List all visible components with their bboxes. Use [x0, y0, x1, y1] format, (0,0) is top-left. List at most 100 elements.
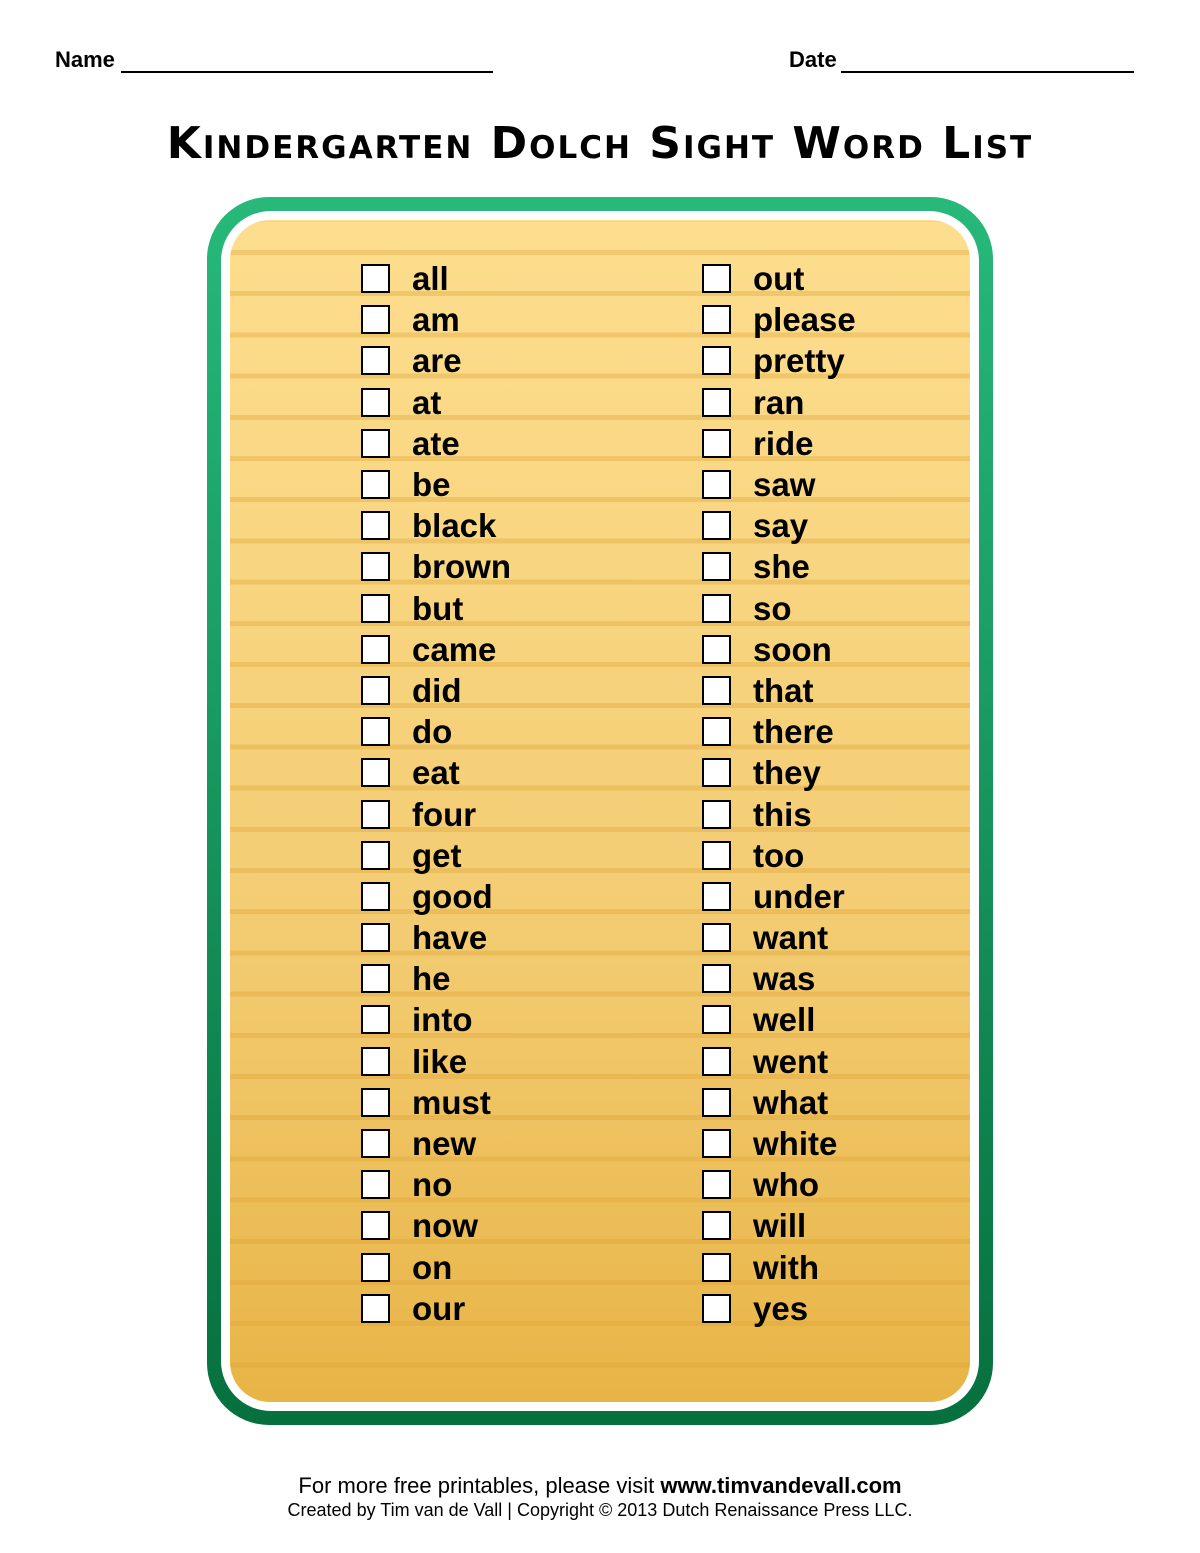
word-item: who — [702, 1164, 856, 1205]
checkbox[interactable] — [361, 1005, 390, 1035]
word-item: are — [361, 340, 511, 381]
checkbox[interactable] — [702, 840, 731, 870]
word-column-left: all am are at ate be black brown but came did do eat… — [361, 258, 511, 1329]
word-item: no — [361, 1164, 511, 1205]
checkbox[interactable] — [361, 758, 390, 788]
word-item: am — [361, 299, 511, 340]
word-item: pretty — [702, 340, 856, 381]
word-label: black — [412, 507, 497, 545]
checkbox[interactable] — [361, 552, 390, 582]
checkbox[interactable] — [361, 634, 390, 664]
name-line[interactable] — [120, 49, 493, 73]
footer-line-1: For more free printables, please visit w… — [0, 1473, 1200, 1499]
checkbox[interactable] — [702, 1293, 731, 1323]
checkbox[interactable] — [702, 923, 731, 953]
word-label: there — [753, 713, 834, 751]
checkbox[interactable] — [702, 1046, 731, 1076]
word-label: our — [412, 1289, 466, 1327]
word-label: but — [412, 589, 464, 627]
checkbox[interactable] — [361, 470, 390, 500]
checkbox[interactable] — [361, 799, 390, 829]
checkbox[interactable] — [702, 964, 731, 994]
checkbox[interactable] — [361, 511, 390, 541]
checkbox[interactable] — [361, 1252, 390, 1282]
word-label: will — [753, 1207, 807, 1245]
checkbox[interactable] — [361, 964, 390, 994]
word-label: four — [412, 795, 477, 833]
word-item: must — [361, 1082, 511, 1123]
checkbox[interactable] — [361, 1293, 390, 1323]
word-item: get — [361, 835, 511, 876]
word-item: ate — [361, 423, 511, 464]
checkbox[interactable] — [361, 1087, 390, 1117]
checkbox[interactable] — [361, 1211, 390, 1241]
checkbox[interactable] — [702, 1252, 731, 1282]
word-item: what — [702, 1082, 856, 1123]
word-label: have — [412, 919, 488, 957]
checkbox[interactable] — [702, 346, 731, 376]
checkbox[interactable] — [702, 1129, 731, 1159]
footer-link[interactable]: www.timvandevall.com — [660, 1473, 902, 1498]
checkbox[interactable] — [361, 1129, 390, 1159]
word-label: well — [753, 1001, 816, 1039]
checkbox[interactable] — [702, 799, 731, 829]
checkbox[interactable] — [702, 758, 731, 788]
checkbox[interactable] — [702, 634, 731, 664]
checkbox[interactable] — [702, 428, 731, 458]
word-item: new — [361, 1123, 511, 1164]
word-item: came — [361, 629, 511, 670]
checkbox[interactable] — [361, 387, 390, 417]
checkbox[interactable] — [361, 675, 390, 705]
checkbox[interactable] — [361, 593, 390, 623]
checkbox[interactable] — [361, 428, 390, 458]
word-item: she — [702, 546, 856, 587]
word-item: this — [702, 793, 856, 834]
checkbox[interactable] — [702, 1087, 731, 1117]
checkbox[interactable] — [361, 264, 390, 294]
checkbox[interactable] — [702, 881, 731, 911]
checkbox[interactable] — [361, 346, 390, 376]
name-label: Name — [55, 47, 115, 72]
checkbox[interactable] — [702, 305, 731, 335]
word-item: he — [361, 958, 511, 999]
checkbox[interactable] — [702, 1211, 731, 1241]
checkbox[interactable] — [702, 1170, 731, 1200]
word-label: on — [412, 1248, 453, 1286]
checkbox[interactable] — [702, 717, 731, 747]
checkbox[interactable] — [702, 1005, 731, 1035]
word-item: but — [361, 588, 511, 629]
checkbox[interactable] — [702, 552, 731, 582]
word-item: at — [361, 382, 511, 423]
word-label: good — [412, 877, 493, 915]
checkbox[interactable] — [361, 1046, 390, 1076]
checkbox[interactable] — [702, 675, 731, 705]
word-item: be — [361, 464, 511, 505]
word-label: came — [412, 630, 497, 668]
checkbox[interactable] — [361, 305, 390, 335]
checkbox[interactable] — [361, 923, 390, 953]
checkbox[interactable] — [702, 264, 731, 294]
checkbox[interactable] — [702, 387, 731, 417]
word-item: out — [702, 258, 856, 299]
word-label: am — [412, 301, 460, 339]
checkbox[interactable] — [361, 881, 390, 911]
word-item: there — [702, 711, 856, 752]
word-label: get — [412, 836, 462, 874]
word-item: our — [361, 1288, 511, 1329]
page-title: Kindergarten Dolch Sight Word List — [166, 118, 1034, 169]
word-item: did — [361, 670, 511, 711]
checkbox[interactable] — [702, 470, 731, 500]
word-label: ate — [412, 424, 460, 462]
checkbox[interactable] — [361, 717, 390, 747]
word-item: into — [361, 999, 511, 1040]
word-item: was — [702, 958, 856, 999]
word-item: will — [702, 1205, 856, 1246]
checkbox[interactable] — [702, 511, 731, 541]
word-label: new — [412, 1125, 477, 1163]
word-item: that — [702, 670, 856, 711]
checkbox[interactable] — [361, 840, 390, 870]
checkbox[interactable] — [361, 1170, 390, 1200]
word-label: eat — [412, 754, 460, 792]
checkbox[interactable] — [702, 593, 731, 623]
date-line[interactable] — [840, 49, 1134, 73]
